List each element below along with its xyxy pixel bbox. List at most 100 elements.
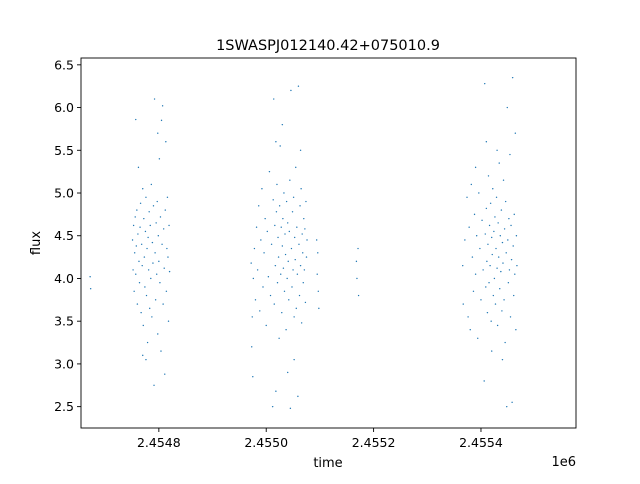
data-point	[513, 213, 515, 216]
data-point	[514, 273, 516, 275]
data-point	[491, 236, 493, 239]
data-point	[258, 205, 260, 207]
data-point	[276, 282, 279, 284]
data-point	[303, 217, 305, 220]
data-point	[275, 141, 277, 143]
data-point	[470, 183, 473, 186]
data-point	[154, 299, 157, 301]
data-point	[278, 205, 281, 207]
data-point	[297, 85, 300, 87]
data-point	[165, 141, 167, 143]
data-point	[290, 89, 292, 92]
data-point	[484, 233, 486, 235]
data-point	[467, 316, 469, 318]
data-point	[514, 132, 517, 134]
data-point	[145, 294, 148, 297]
data-point	[133, 290, 135, 292]
data-point	[511, 76, 514, 79]
data-point	[315, 239, 318, 241]
data-point	[488, 224, 491, 227]
data-point	[292, 196, 295, 198]
data-point	[300, 188, 302, 190]
data-point	[275, 211, 278, 213]
data-point	[472, 290, 475, 292]
data-point	[140, 311, 142, 314]
data-point	[277, 256, 280, 258]
data-point	[281, 245, 284, 247]
data-point	[134, 216, 136, 218]
data-point	[156, 200, 158, 203]
data-point	[149, 307, 151, 310]
data-point	[299, 264, 302, 267]
data-point	[486, 260, 488, 263]
data-point	[138, 260, 140, 263]
data-point	[462, 303, 464, 305]
data-point	[496, 324, 499, 327]
data-point	[484, 82, 486, 85]
data-point	[298, 294, 301, 297]
data-point	[505, 252, 507, 254]
data-point	[252, 277, 255, 280]
data-point	[162, 228, 165, 230]
data-point	[500, 270, 502, 273]
chart-title: 1SWASPJ012140.42+075010.9	[216, 38, 440, 54]
data-point	[273, 98, 275, 100]
data-point	[283, 290, 286, 292]
data-point	[273, 303, 275, 305]
data-point	[357, 247, 359, 250]
data-point	[142, 188, 144, 190]
data-point	[133, 252, 136, 254]
data-point	[466, 196, 468, 198]
data-point	[488, 282, 490, 284]
data-point	[267, 276, 270, 278]
data-point	[280, 273, 282, 275]
y-axis: 2.5 3.0 3.5 4.0 4.5 5.0 5.5 6.0 6.5	[54, 57, 81, 414]
data-point	[497, 222, 499, 224]
data-point	[490, 320, 492, 322]
data-point	[506, 106, 508, 109]
data-point	[475, 235, 478, 237]
data-point	[509, 153, 511, 156]
data-point	[291, 286, 293, 288]
data-point	[512, 245, 514, 247]
data-point	[305, 200, 307, 203]
data-point	[132, 224, 135, 227]
data-point	[293, 316, 295, 318]
data-point	[293, 358, 295, 361]
data-point	[495, 247, 497, 250]
data-point	[284, 253, 287, 256]
data-point	[491, 253, 493, 256]
data-point	[295, 166, 297, 169]
data-point	[304, 301, 307, 304]
data-point	[482, 269, 484, 271]
y-tick-label: 6.0	[54, 100, 74, 115]
data-point	[510, 224, 512, 227]
data-point	[150, 183, 153, 186]
data-point	[486, 311, 489, 314]
data-point	[294, 258, 296, 261]
x-tick-label: 2.4552	[352, 435, 396, 450]
data-point	[146, 341, 149, 344]
data-point	[162, 303, 164, 305]
data-point	[317, 252, 319, 254]
data-point	[168, 224, 170, 227]
data-point	[158, 260, 160, 263]
x-tick-label: 2.4554	[459, 435, 503, 450]
data-point	[142, 354, 144, 357]
data-point	[318, 307, 320, 310]
data-point	[305, 256, 308, 258]
data-point	[487, 243, 489, 245]
data-point	[500, 209, 503, 211]
data-point	[280, 226, 282, 228]
data-point	[288, 299, 290, 301]
data-point	[471, 256, 474, 258]
data-point	[303, 269, 306, 271]
data-point	[164, 373, 166, 375]
data-point	[494, 303, 497, 305]
plot-frame	[80, 57, 577, 429]
data-point	[253, 247, 256, 250]
data-point	[151, 316, 153, 318]
